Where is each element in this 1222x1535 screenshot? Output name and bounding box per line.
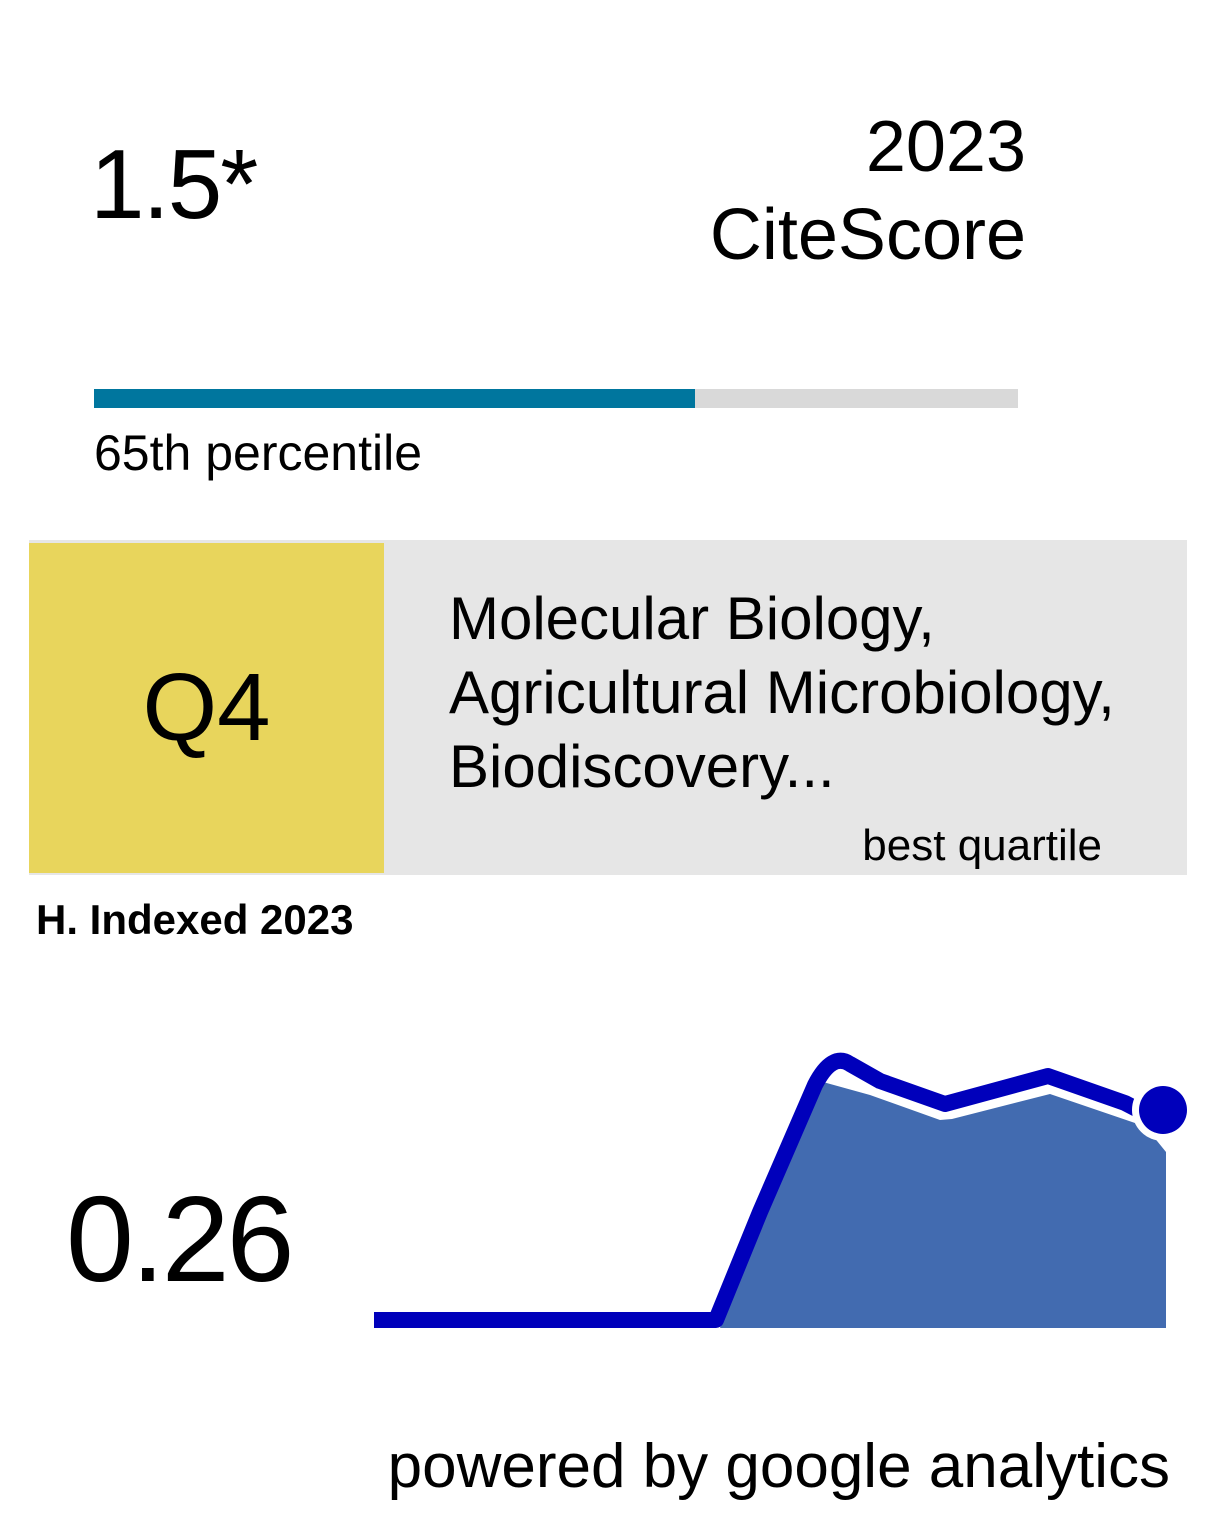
best-quartile-caption: best quartile [862,821,1102,870]
citescore-heading: 2023 CiteScore [710,103,1026,279]
subject-item: Molecular Biology, [449,585,935,652]
citescore-year: 2023 [865,107,1026,187]
percentile-bar-fill [94,389,695,408]
sparkline-line [374,1052,1152,1328]
subject-item: Biodiscovery... [449,733,835,800]
percentile-label: 65th percentile [94,425,423,481]
sparkline-area [720,1082,1166,1328]
footer-credit: powered by google analytics [387,1432,1170,1501]
subject-list: Molecular Biology, Agricultural Microbio… [449,582,1115,804]
quartile-value: Q4 [142,654,271,761]
citescore-label: CiteScore [709,195,1026,275]
h-index-label: H. Indexed 2023 [36,896,354,943]
sparkline-end-dot [1139,1086,1187,1134]
quartile-panel: Q4 Molecular Biology, Agricultural Micro… [29,540,1187,875]
percentile-bar [94,389,1018,408]
quartile-badge: Q4 [29,543,384,873]
h-index-value: 0.26 [66,1171,294,1307]
citescore-value: 1.5* [90,129,258,239]
subject-item: Agricultural Microbiology, [449,659,1115,726]
